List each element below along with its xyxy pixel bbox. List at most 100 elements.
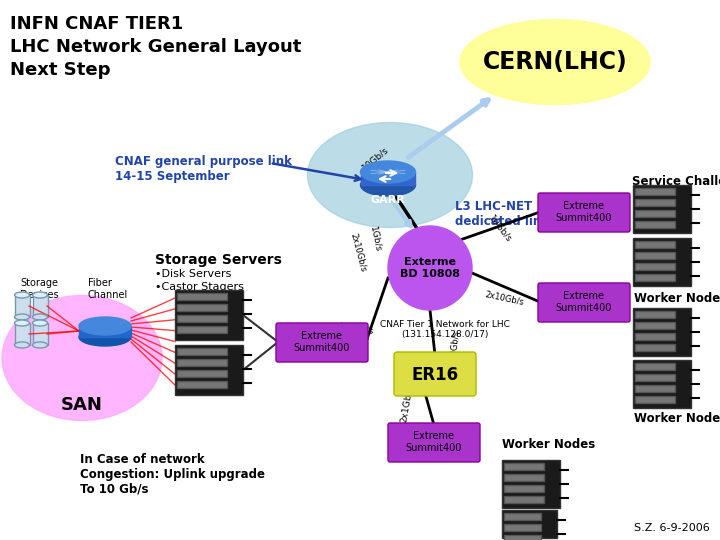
- FancyBboxPatch shape: [175, 290, 243, 340]
- Text: Extreme
Summit400: Extreme Summit400: [556, 201, 612, 223]
- Text: 14-15 September: 14-15 September: [115, 170, 230, 183]
- FancyBboxPatch shape: [633, 308, 691, 356]
- FancyBboxPatch shape: [635, 396, 675, 403]
- FancyBboxPatch shape: [635, 263, 675, 270]
- Ellipse shape: [14, 320, 30, 326]
- Ellipse shape: [32, 292, 48, 298]
- FancyBboxPatch shape: [32, 295, 48, 317]
- FancyBboxPatch shape: [504, 535, 541, 540]
- FancyBboxPatch shape: [388, 423, 480, 462]
- FancyBboxPatch shape: [177, 326, 227, 333]
- Ellipse shape: [2, 295, 162, 421]
- Ellipse shape: [32, 314, 48, 320]
- Ellipse shape: [14, 292, 30, 298]
- FancyBboxPatch shape: [633, 185, 691, 233]
- FancyBboxPatch shape: [504, 496, 544, 503]
- Text: ER16: ER16: [411, 366, 459, 384]
- Text: 10Gb/s: 10Gb/s: [360, 145, 390, 172]
- Text: GARR: GARR: [371, 195, 405, 205]
- FancyBboxPatch shape: [635, 333, 675, 340]
- Text: Exterme
BD 10808: Exterme BD 10808: [400, 257, 460, 279]
- FancyBboxPatch shape: [177, 348, 227, 355]
- Text: Worker Nodes: Worker Nodes: [634, 412, 720, 425]
- FancyBboxPatch shape: [502, 510, 557, 538]
- Text: CNAF Tier 1 Network for LHC
(131.154.128.0/17): CNAF Tier 1 Network for LHC (131.154.128…: [380, 320, 510, 340]
- FancyBboxPatch shape: [276, 323, 368, 362]
- FancyBboxPatch shape: [504, 463, 544, 470]
- FancyBboxPatch shape: [538, 283, 630, 322]
- Ellipse shape: [14, 342, 30, 348]
- Ellipse shape: [460, 19, 650, 105]
- FancyBboxPatch shape: [635, 241, 675, 248]
- FancyBboxPatch shape: [177, 381, 227, 388]
- FancyBboxPatch shape: [14, 323, 30, 345]
- Text: S.Z. 6-9-2006: S.Z. 6-9-2006: [634, 523, 710, 533]
- Text: •Castor Stagers: •Castor Stagers: [155, 282, 244, 292]
- Circle shape: [388, 226, 472, 310]
- Polygon shape: [361, 172, 415, 185]
- FancyBboxPatch shape: [635, 221, 675, 228]
- Text: Storage Servers: Storage Servers: [155, 253, 282, 267]
- Text: In Case of network
Congestion: Uplink upgrade
To 10 Gb/s: In Case of network Congestion: Uplink up…: [80, 453, 265, 496]
- FancyBboxPatch shape: [635, 385, 675, 392]
- Text: INFN CNAF TIER1: INFN CNAF TIER1: [10, 15, 184, 33]
- FancyBboxPatch shape: [635, 344, 675, 351]
- FancyBboxPatch shape: [504, 485, 544, 492]
- FancyBboxPatch shape: [32, 323, 48, 345]
- Text: 2x1Gb/s: 2x1Gb/s: [400, 385, 415, 423]
- Text: 2x10Gb/s: 2x10Gb/s: [348, 232, 367, 273]
- Ellipse shape: [14, 314, 30, 320]
- FancyBboxPatch shape: [502, 460, 560, 508]
- FancyBboxPatch shape: [635, 363, 675, 370]
- FancyBboxPatch shape: [635, 374, 675, 381]
- FancyBboxPatch shape: [633, 238, 691, 286]
- FancyBboxPatch shape: [177, 293, 227, 300]
- Text: 10Gb/s: 10Gb/s: [487, 213, 513, 244]
- Text: 2x10Gb/s: 2x10Gb/s: [448, 330, 461, 370]
- Text: Next Step: Next Step: [10, 61, 110, 79]
- FancyBboxPatch shape: [394, 352, 476, 396]
- FancyBboxPatch shape: [177, 359, 227, 366]
- FancyBboxPatch shape: [635, 311, 675, 318]
- Text: •Disk Servers: •Disk Servers: [155, 269, 231, 279]
- Polygon shape: [79, 326, 131, 337]
- FancyBboxPatch shape: [177, 304, 227, 311]
- Text: Worker Nodes: Worker Nodes: [634, 292, 720, 305]
- Text: SAN: SAN: [61, 396, 103, 414]
- Text: CNAF general purpose link: CNAF general purpose link: [115, 155, 292, 168]
- Ellipse shape: [361, 161, 415, 183]
- Text: Extreme
Summit400: Extreme Summit400: [294, 331, 350, 353]
- Ellipse shape: [307, 123, 472, 227]
- Text: L3 LHC-NET
dedicated link: L3 LHC-NET dedicated link: [455, 200, 549, 228]
- FancyBboxPatch shape: [504, 513, 541, 520]
- Ellipse shape: [79, 328, 131, 346]
- Text: Worker Nodes: Worker Nodes: [502, 438, 595, 451]
- Text: Service Challenge
Servers: Service Challenge Servers: [632, 175, 720, 203]
- FancyBboxPatch shape: [175, 345, 243, 395]
- FancyBboxPatch shape: [635, 210, 675, 217]
- Text: Fiber
Channel: Fiber Channel: [88, 278, 128, 300]
- FancyBboxPatch shape: [635, 322, 675, 329]
- Ellipse shape: [32, 342, 48, 348]
- Text: 1Gb/s: 1Gb/s: [369, 225, 383, 252]
- FancyBboxPatch shape: [177, 315, 227, 322]
- FancyBboxPatch shape: [635, 199, 675, 206]
- Text: LHC Network General Layout: LHC Network General Layout: [10, 38, 302, 56]
- Text: 2x10Gb/s: 2x10Gb/s: [485, 290, 526, 307]
- FancyBboxPatch shape: [635, 252, 675, 259]
- Text: CERN(LHC): CERN(LHC): [482, 50, 627, 74]
- FancyBboxPatch shape: [635, 274, 675, 281]
- FancyBboxPatch shape: [633, 360, 691, 408]
- Text: 4x1Gb/s: 4x1Gb/s: [336, 322, 374, 336]
- Ellipse shape: [361, 174, 415, 196]
- Ellipse shape: [32, 320, 48, 326]
- FancyBboxPatch shape: [177, 370, 227, 377]
- FancyBboxPatch shape: [538, 193, 630, 232]
- Ellipse shape: [79, 317, 131, 335]
- Text: Extreme
Summit400: Extreme Summit400: [556, 291, 612, 313]
- FancyBboxPatch shape: [14, 295, 30, 317]
- FancyBboxPatch shape: [504, 474, 544, 481]
- Text: Extreme
Summit400: Extreme Summit400: [406, 431, 462, 453]
- FancyBboxPatch shape: [635, 188, 675, 195]
- FancyBboxPatch shape: [504, 524, 541, 531]
